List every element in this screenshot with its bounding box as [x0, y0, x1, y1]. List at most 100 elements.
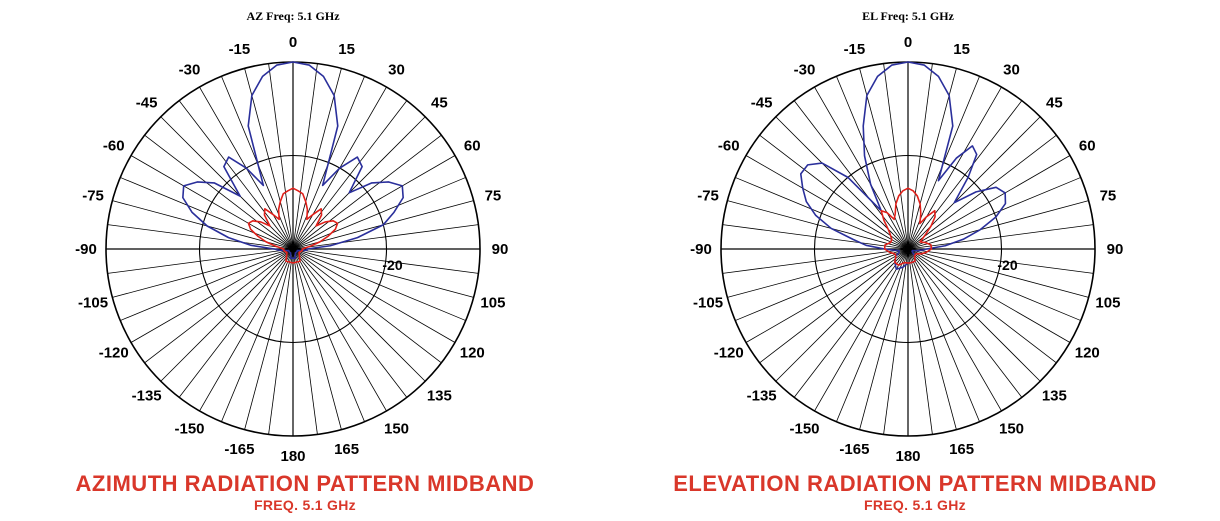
- angle-tick-label: -60: [103, 138, 125, 155]
- spoke-line: [883, 63, 909, 250]
- spoke-line: [178, 100, 294, 250]
- angle-tick-label: -120: [99, 345, 129, 362]
- angle-tick-label: -105: [693, 295, 723, 312]
- polar-grid: [105, 61, 481, 437]
- angle-tick-label: 90: [492, 241, 509, 258]
- angle-tick-label: 105: [1095, 295, 1120, 312]
- angle-tick-label: -105: [78, 295, 108, 312]
- angle-tick-label: 165: [334, 441, 359, 458]
- spoke-line: [814, 86, 909, 250]
- angle-tick-label: 150: [999, 420, 1024, 437]
- spoke-line: [907, 248, 1094, 274]
- angle-tick-label: 30: [388, 62, 405, 79]
- spoke-line: [292, 248, 342, 430]
- angle-tick-label: 135: [427, 387, 452, 404]
- spoke-line: [907, 86, 1002, 250]
- spoke-line: [859, 68, 909, 250]
- spoke-line: [292, 248, 365, 422]
- angle-tick-label: 165: [949, 441, 974, 458]
- angle-tick-label: -15: [229, 41, 251, 58]
- angle-tick-label: -135: [747, 387, 777, 404]
- spoke-line: [268, 248, 294, 435]
- red-pattern-trace: [880, 187, 936, 266]
- angle-tick-label: -165: [224, 441, 254, 458]
- angle-tick-label: 15: [953, 41, 970, 58]
- spoke-line: [292, 248, 408, 398]
- ring-label: -20: [997, 257, 1017, 273]
- spoke-line: [112, 200, 294, 250]
- angle-tick-label: 45: [431, 95, 448, 112]
- spoke-line: [292, 248, 387, 412]
- spoke-line: [221, 248, 294, 422]
- spoke-line: [144, 134, 294, 250]
- elevation-panel: EL Freq: 5.1 GHz 0 15 30 45 60 75 90 105 120 135 1…: [610, 0, 1220, 521]
- azimuth-subcaption: FREQ. 5.1 GHz: [254, 497, 356, 513]
- spoke-line: [292, 116, 426, 250]
- spoke-line: [907, 248, 1023, 398]
- azimuth-caption: AZIMUTH RADIATION PATTERN MIDBAND: [75, 471, 535, 496]
- spoke-line: [292, 248, 479, 274]
- spoke-line: [836, 76, 909, 250]
- spoke-line: [907, 200, 1089, 250]
- spoke-line: [907, 155, 1071, 250]
- elevation-caption: ELEVATION RADIATION PATTERN MIDBAND: [673, 471, 1157, 496]
- angle-tick-label: -45: [136, 95, 158, 112]
- spoke-line: [745, 248, 909, 343]
- spoke-line: [112, 248, 294, 298]
- spoke-line: [907, 100, 1023, 250]
- spoke-line: [735, 177, 909, 250]
- spoke-line: [793, 248, 909, 398]
- spoke-line: [814, 248, 909, 412]
- angle-tick-label: 15: [338, 41, 355, 58]
- red-pattern-trace: [247, 187, 339, 264]
- spoke-line: [907, 116, 1041, 250]
- angle-tick-label: 0: [289, 34, 297, 51]
- angle-tick-label: -150: [174, 420, 204, 437]
- spoke-line: [130, 248, 294, 343]
- angle-tick-label: 75: [485, 187, 502, 204]
- spoke-line: [144, 248, 294, 364]
- spoke-line: [722, 224, 909, 250]
- angle-tick-label: 45: [1046, 95, 1063, 112]
- spoke-line: [907, 224, 1094, 250]
- spoke-line: [793, 100, 909, 250]
- angle-tick-label: -75: [82, 187, 104, 204]
- polar-grid: [720, 61, 1096, 437]
- spoke-line: [268, 63, 294, 250]
- ring-label: -20: [382, 257, 402, 273]
- spoke-line: [907, 248, 957, 430]
- spoke-line: [907, 177, 1081, 250]
- spoke-line: [292, 248, 466, 321]
- spoke-line: [727, 200, 909, 250]
- angle-tick-label: -90: [690, 241, 712, 258]
- spoke-line: [120, 248, 294, 321]
- azimuth-panel: AZ Freq: 5.1 GHz 0 15 30 45 60 75 90 105 120 135 1…: [75, 9, 535, 513]
- angle-tick-label: 0: [904, 34, 912, 51]
- azimuth-chart-title: AZ Freq: 5.1 GHz: [246, 9, 340, 23]
- spoke-line: [292, 68, 342, 250]
- angle-tick-label: -45: [751, 95, 773, 112]
- angle-tick-label: -30: [179, 62, 201, 79]
- angle-tick-label: -30: [794, 62, 816, 79]
- spoke-line: [727, 248, 909, 298]
- spoke-line: [178, 248, 294, 398]
- angle-tick-label: -60: [718, 138, 740, 155]
- spoke-line: [722, 248, 909, 274]
- spoke-line: [292, 248, 318, 435]
- spoke-line: [292, 248, 456, 343]
- angle-tick-label: 150: [384, 420, 409, 437]
- spoke-line: [775, 248, 909, 382]
- spoke-line: [907, 248, 933, 435]
- angle-tick-label: -90: [75, 241, 97, 258]
- blue-pattern-trace: [182, 61, 404, 260]
- spoke-line: [292, 100, 408, 250]
- spoke-line: [907, 248, 1041, 382]
- azimuth-polar-chart: AZ Freq: 5.1 GHz 0 15 30 45 60 75 90 105 120 135 1…: [75, 9, 509, 465]
- angle-tick-label: 60: [1079, 138, 1096, 155]
- spoke-line: [907, 68, 957, 250]
- spoke-line: [883, 248, 909, 435]
- angle-tick-label: 105: [480, 295, 505, 312]
- spoke-line: [130, 155, 294, 250]
- spoke-line: [759, 134, 909, 250]
- angle-tick-label: -15: [844, 41, 866, 58]
